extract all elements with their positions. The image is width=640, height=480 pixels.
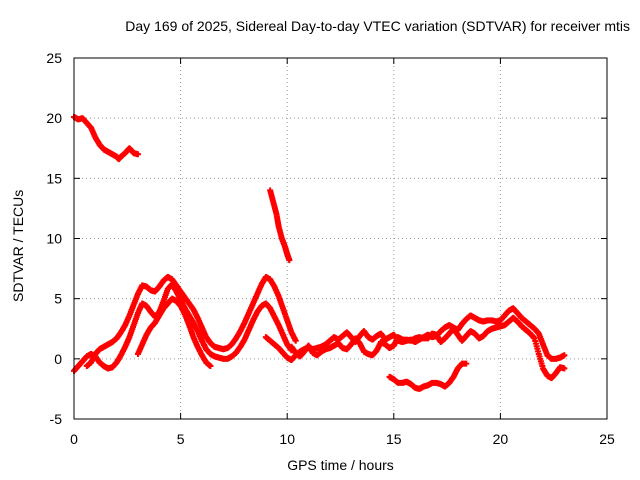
series-s8 (386, 360, 470, 392)
y-axis-label: SDTVAR / TECUs (10, 189, 26, 302)
x-tick-label: 10 (279, 431, 295, 447)
data-points (134, 295, 214, 370)
series-s5 (134, 295, 214, 370)
x-tick-label: 20 (493, 431, 509, 447)
series-s1 (71, 113, 141, 163)
grid-lines (74, 58, 607, 419)
y-tick-label: 20 (46, 110, 62, 126)
data-points (71, 113, 141, 163)
series-s4 (83, 274, 299, 370)
plot-frame (73, 57, 608, 420)
axis-ticks: 0 5 10 15 20 25 -5 0 5 10 15 20 25 (46, 50, 615, 447)
x-axis-label: GPS time / hours (287, 457, 394, 473)
x-tick-label: 15 (386, 431, 402, 447)
data-marks (71, 113, 568, 392)
y-tick-label: 10 (46, 231, 62, 247)
data-points (267, 187, 293, 264)
x-tick-label: 0 (70, 431, 78, 447)
x-tick-label: 5 (177, 431, 185, 447)
data-points (262, 305, 568, 364)
chart-title: Day 169 of 2025, Sidereal Day-to-day VTE… (125, 18, 630, 34)
data-points (83, 274, 299, 370)
y-tick-label: 5 (54, 291, 62, 307)
data-points (386, 360, 470, 392)
y-tick-label: 15 (46, 170, 62, 186)
series-s2 (267, 187, 293, 264)
x-tick-label: 25 (599, 431, 615, 447)
y-tick-label: 0 (54, 351, 62, 367)
data-points (288, 314, 568, 382)
y-tick-label: 25 (46, 50, 62, 66)
series-s7 (288, 314, 568, 382)
y-tick-label: -5 (50, 411, 63, 427)
series-s6 (262, 305, 568, 364)
